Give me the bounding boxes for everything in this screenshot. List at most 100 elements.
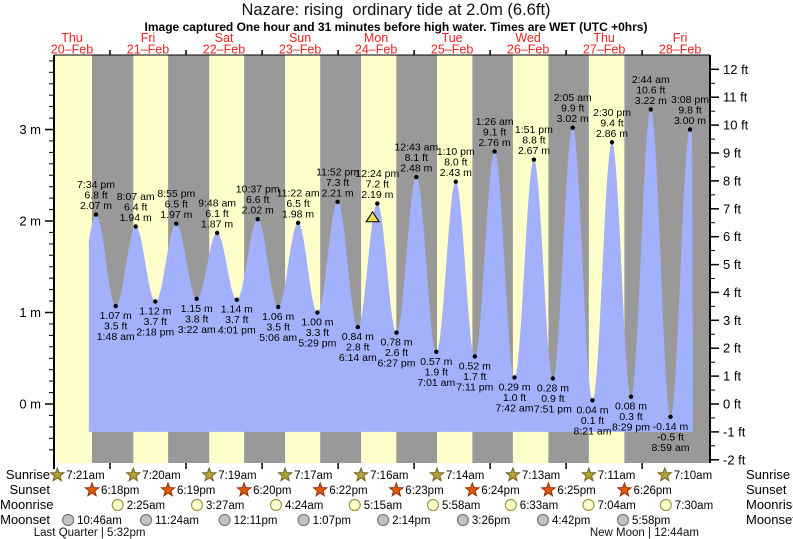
almanac-time-label: 7:04am xyxy=(598,500,636,512)
low-tide-label: 3.7 ft xyxy=(144,316,167,328)
low-tide-label: 8:59 am xyxy=(652,442,690,454)
sunset-icon xyxy=(160,481,177,497)
right-axis-tick-label: 9 ft xyxy=(723,146,741,161)
high-tide-label: 3.02 m xyxy=(557,113,589,125)
almanac-time-label: 7:17am xyxy=(294,470,332,482)
sunset-icon xyxy=(540,481,557,497)
right-axis-tick-label: -1 ft xyxy=(723,424,746,439)
almanac-time-label: 6:24pm xyxy=(481,485,519,497)
sunrise-icon xyxy=(49,466,66,482)
tide-point-dot xyxy=(93,212,99,217)
tide-point-dot xyxy=(570,125,575,130)
low-tide-label: 0.57 m xyxy=(420,356,452,368)
tide-point-dot xyxy=(648,107,653,112)
tide-point-dot xyxy=(153,299,158,304)
day-label-weekday: Thu xyxy=(593,31,615,45)
high-tide-label: 8.8 ft xyxy=(522,135,545,147)
moonrise-icon xyxy=(426,498,440,512)
high-tide-label: 10.6 ft xyxy=(636,84,665,96)
moonrise-icon xyxy=(582,498,595,512)
low-tide-label: 0.84 m xyxy=(342,331,374,343)
high-tide-label: 1.98 m xyxy=(282,208,314,220)
day-label-weekday: Sun xyxy=(289,31,311,45)
tide-point-dot xyxy=(472,354,477,359)
almanac-time-label: 7:30am xyxy=(675,500,713,512)
left-axis-tick-label: 3 m xyxy=(19,122,41,137)
tide-point-dot xyxy=(668,414,673,419)
high-tide-label: 3.22 m xyxy=(635,95,667,107)
almanac-time-label: 4:42pm xyxy=(552,515,590,527)
low-tide-label: 1.12 m xyxy=(139,306,171,318)
tide-point-dot xyxy=(214,230,220,236)
tide-point-dot xyxy=(492,149,497,154)
sunset-icon xyxy=(83,481,100,497)
high-tide-label: 2.21 m xyxy=(322,187,354,199)
footnote-last-quarter: Last Quarter | 5:32pm xyxy=(34,527,146,539)
sunset-icon xyxy=(312,481,329,497)
day-label-weekday: Sat xyxy=(215,31,234,45)
low-tide-label: 3.5 ft xyxy=(104,321,127,333)
almanac-time-label: 4:24am xyxy=(285,500,323,512)
sunrise-icon xyxy=(277,466,294,482)
moonrise-icon xyxy=(659,498,672,512)
almanac-time-label: 5:58am xyxy=(442,500,480,512)
right-axis-tick-label: 0 ft xyxy=(723,397,741,412)
high-tide-label: 6.4 ft xyxy=(124,202,147,214)
day-label-weekday: Fri xyxy=(141,31,156,45)
right-axis-tick-label: 12 ft xyxy=(723,62,749,77)
almanac-time-label: 6:19pm xyxy=(177,485,215,497)
almanac-time-label: 7:20am xyxy=(142,470,180,482)
high-tide-label: 2.19 m xyxy=(361,189,393,201)
high-tide-label: 3.00 m xyxy=(674,115,706,127)
high-tide-label: 6.5 ft xyxy=(165,199,188,211)
high-tide-label: 2.48 m xyxy=(400,163,432,175)
almanac-time-label: 10:46am xyxy=(77,515,122,527)
moonset-icon xyxy=(218,513,231,527)
high-tide-label: 8.0 ft xyxy=(444,157,467,169)
day-label-weekday: Tue xyxy=(442,31,463,45)
tide-point-dot xyxy=(335,199,340,204)
high-tide-label: 2:44 am xyxy=(632,74,670,86)
low-tide-label: 7:42 am xyxy=(496,403,534,415)
low-tide-label: 0.3 ft xyxy=(619,411,642,423)
sunrise-row-label-left: Sunrise xyxy=(5,467,50,482)
sunset-icon xyxy=(464,481,481,497)
tide-point-dot xyxy=(512,375,517,380)
sunset-icon xyxy=(388,481,405,497)
right-axis-tick-label: 5 ft xyxy=(723,257,741,272)
tide-point-dot xyxy=(276,304,281,310)
low-tide-label: -0.5 ft xyxy=(657,431,684,443)
low-tide-label: 3.8 ft xyxy=(185,313,208,325)
tide-point-dot xyxy=(375,201,380,206)
high-tide-label: 8:07 am xyxy=(117,191,155,203)
moonrise-icon xyxy=(348,498,361,512)
low-tide-label: 1:48 am xyxy=(97,331,135,343)
high-tide-label: 9.1 ft xyxy=(483,127,506,139)
high-tide-label: 6.1 ft xyxy=(205,208,228,220)
right-axis-tick-label: 1 ft xyxy=(723,369,741,384)
right-axis-tick-label: 6 ft xyxy=(723,229,741,244)
tide-point-dot xyxy=(453,179,458,184)
low-tide-label: 0.9 ft xyxy=(541,393,564,405)
high-tide-label: 2:30 pm xyxy=(593,107,631,119)
sunset-row-label-left: Sunset xyxy=(9,482,50,497)
day-label-weekday: Mon xyxy=(364,31,388,45)
tide-point-dot xyxy=(234,297,239,302)
high-tide-label: 1.87 m xyxy=(201,218,233,230)
moonrise-icon xyxy=(190,498,204,512)
low-tide-label: 0.52 m xyxy=(459,360,491,372)
low-tide-label: 3:22 am xyxy=(178,324,216,336)
tide-point-dot xyxy=(550,376,556,381)
current-time-marker-icon xyxy=(365,210,381,223)
day-label-weekday: Wed xyxy=(515,31,541,45)
day-label-date: 21–Feb xyxy=(127,43,169,57)
almanac-time-label: 7:21am xyxy=(66,470,104,482)
moonrise-row-label-right: Moonrise xyxy=(746,497,793,512)
right-axis-tick-label: 3 ft xyxy=(723,313,741,328)
high-tide-label: 9:48 am xyxy=(198,197,236,209)
sunrise-icon xyxy=(353,466,370,482)
sunset-row-label-right: Sunset xyxy=(746,482,787,497)
sunset-icon xyxy=(236,481,253,497)
